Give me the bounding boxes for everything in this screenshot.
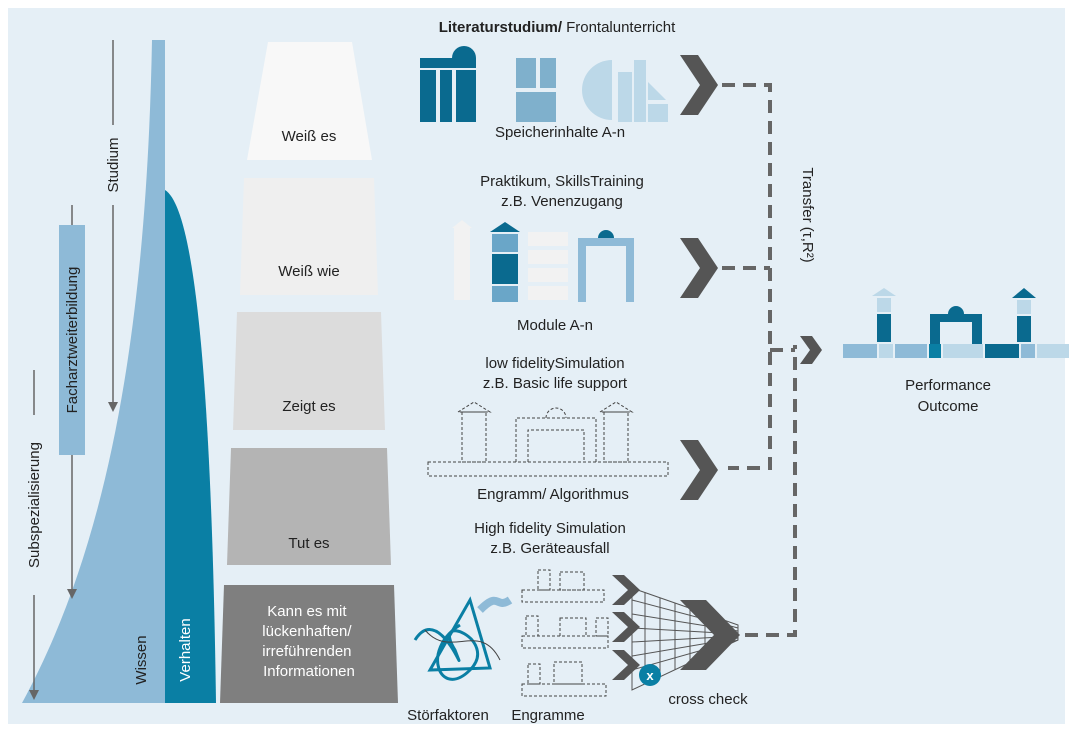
outcome-icon-part	[1021, 344, 1035, 358]
outcome-icon-part	[985, 344, 1019, 358]
axis-label: Facharztweiterbildung	[64, 267, 81, 414]
module-icons-part	[492, 234, 518, 252]
text-line: Weiß wie	[278, 263, 339, 280]
text-line: z.B. Venenzugang	[501, 193, 623, 210]
memory-icons-part	[420, 58, 476, 68]
module-icons-part	[528, 232, 568, 246]
outcome-icon-part	[943, 344, 983, 358]
axis-label: Verhalten	[177, 618, 194, 681]
level-label: Tut es	[288, 535, 329, 552]
outcome-icon-part	[1037, 344, 1069, 358]
text-line: Outcome	[918, 398, 979, 415]
text-line: low fidelitySimulation	[485, 355, 624, 372]
module-icons-part	[528, 250, 568, 264]
module-icons-part	[528, 286, 568, 300]
memory-icons-part	[420, 70, 436, 122]
memory-icons-part	[456, 70, 476, 122]
text-line: Frontalunterricht	[566, 19, 676, 36]
caption: Speicherinhalte A-n	[495, 124, 625, 141]
level-label: Zeigt es	[282, 398, 335, 415]
caption: Module A-n	[517, 317, 593, 334]
caption: Engramme	[511, 707, 584, 724]
level-label: Weiß wie	[278, 263, 339, 280]
transfer-label: Transfer (τ,R²)	[799, 167, 816, 262]
caption: cross check	[668, 691, 748, 708]
text-line: z.B. Basic life support	[483, 375, 628, 392]
caption: Engramm/ Algorithmus	[477, 486, 629, 503]
text-line: Kann es mit	[267, 603, 347, 620]
text-line: lückenhaften/	[262, 623, 352, 640]
outcome-icon-part	[877, 314, 891, 342]
text-line: Zeigt es	[282, 398, 335, 415]
outcome-icon-part	[877, 298, 891, 312]
outcome-icon-part	[879, 344, 893, 358]
text-line: Weiß es	[282, 128, 337, 145]
memory-icons-part	[540, 58, 556, 88]
text-line: z.B. Geräteausfall	[490, 540, 609, 557]
memory-icons-part	[516, 58, 536, 88]
module-icons-part	[492, 254, 518, 284]
level-label: Weiß es	[282, 128, 337, 145]
text-line: Tut es	[288, 535, 329, 552]
axis-label: Studium	[105, 137, 122, 192]
diagram: Studium Facharztweiterbildung Subspezial…	[0, 0, 1071, 729]
memory-icons-part	[634, 60, 646, 122]
outcome-icon-part	[1017, 316, 1031, 342]
memory-icons-part	[618, 72, 632, 122]
outcome-icon-part	[895, 344, 927, 358]
module-icons-part	[528, 268, 568, 282]
memory-icons-part	[440, 70, 452, 122]
outcome-icon-part	[1017, 300, 1031, 314]
text-line: irreführenden	[262, 643, 351, 660]
memory-icons-part	[648, 104, 668, 122]
outcome-icon-part	[843, 344, 877, 358]
axis-label: Wissen	[133, 635, 150, 684]
text-line: High fidelity Simulation	[474, 520, 626, 537]
text-line: Performance	[905, 377, 991, 394]
text-line: Informationen	[263, 663, 355, 680]
caption: Störfaktoren	[407, 707, 489, 724]
memory-icons-part	[516, 92, 556, 122]
module-icons-part	[492, 286, 518, 302]
outcome-icon-part	[929, 344, 941, 358]
badge-label: x	[646, 668, 654, 683]
text-line: Literaturstudium/	[439, 19, 563, 36]
text-line: Praktikum, SkillsTraining	[480, 173, 644, 190]
method-heading: Literaturstudium/Frontalunterricht	[439, 19, 676, 36]
axis-label: Subspezialisierung	[26, 442, 43, 568]
module-icons-part	[454, 228, 470, 300]
